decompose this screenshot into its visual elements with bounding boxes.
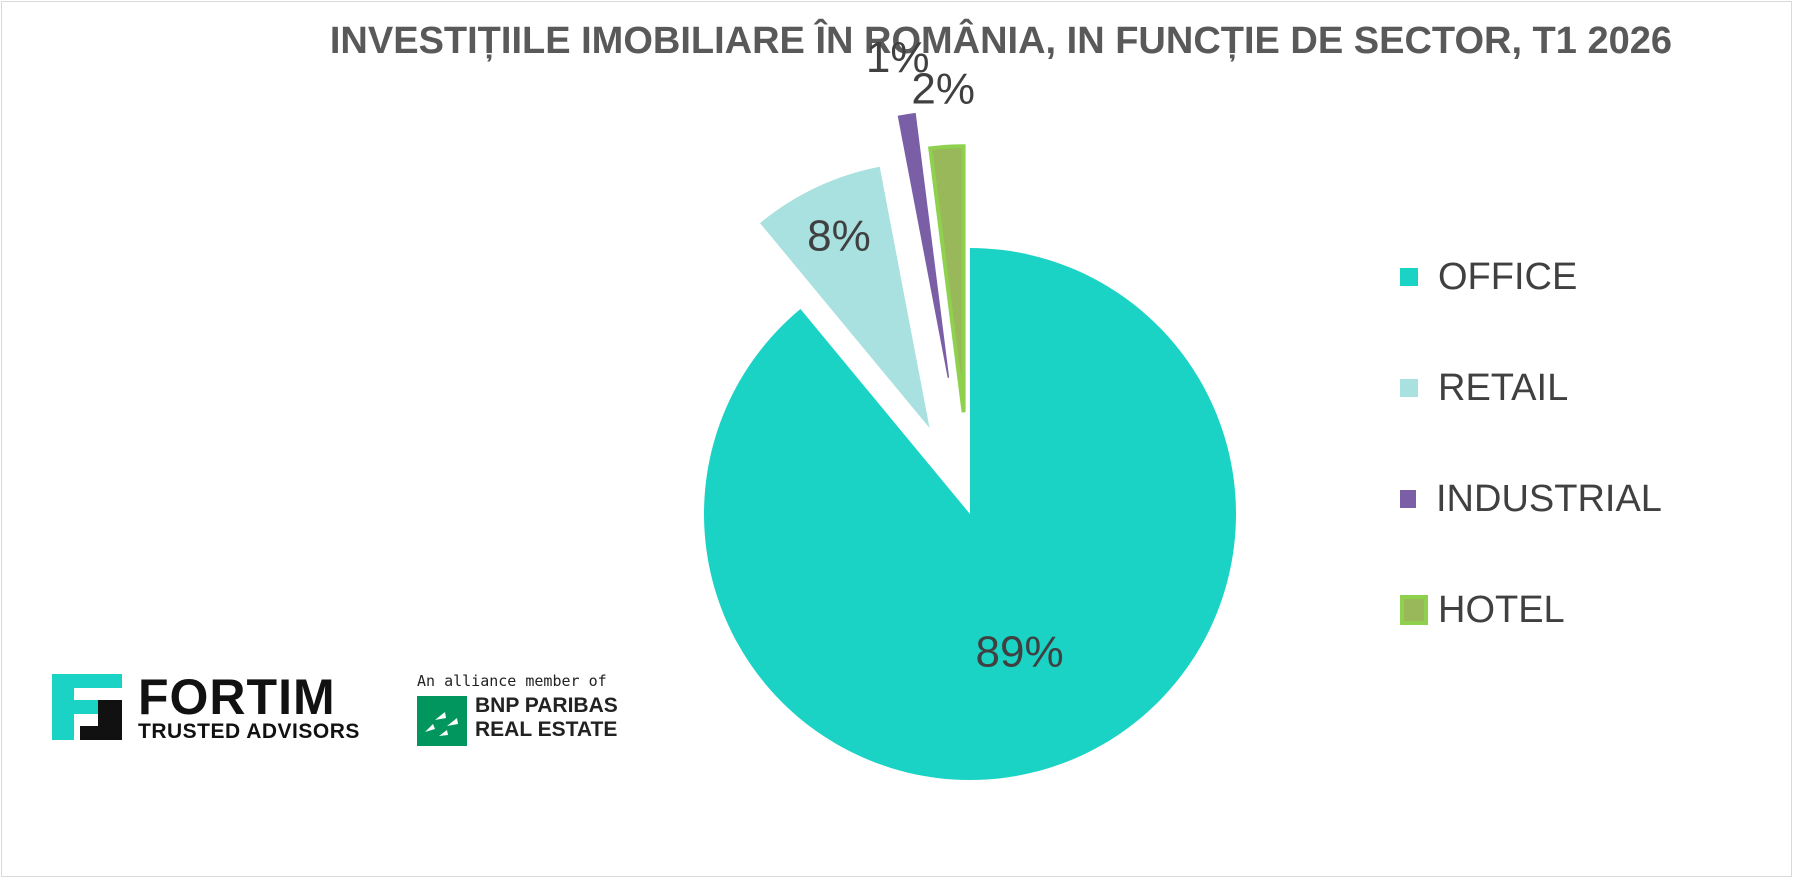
legend-swatch-office — [1400, 268, 1418, 286]
bnp-name-line2: REAL ESTATE — [475, 718, 618, 741]
legend-item-office: OFFICE — [1400, 252, 1577, 302]
pie-slice-industrial — [897, 112, 950, 378]
fortim-tagline: TRUSTED ADVISORS — [138, 720, 360, 743]
legend-label-retail: RETAIL — [1438, 366, 1569, 409]
legend-item-industrial: INDUSTRIAL — [1400, 474, 1662, 524]
data-label-industrial: 1% — [866, 33, 930, 82]
bnp-paribas-wordmark: BNP PARIBAS REAL ESTATE — [475, 694, 618, 742]
bnp-paribas-icon — [417, 696, 467, 746]
data-label-hotel: 2% — [911, 64, 975, 113]
legend-label-office: OFFICE — [1438, 255, 1578, 298]
fortim-logo-icon — [52, 674, 122, 740]
pie-slice-retail — [759, 166, 930, 429]
legend-item-retail: RETAIL — [1400, 363, 1568, 413]
bnp-paribas-logo: An alliance member of BNP PARIBAS REAL E… — [417, 672, 647, 752]
legend-swatch-hotel — [1400, 595, 1428, 625]
pie-slice-hotel — [928, 144, 966, 413]
legend-swatch-industrial — [1400, 490, 1416, 508]
fortim-logo: FORTIM TRUSTED ADVISORS — [52, 669, 382, 744]
legend-swatch-retail — [1400, 379, 1418, 397]
legend-label-hotel: HOTEL — [1438, 588, 1565, 631]
legend-item-hotel: HOTEL — [1400, 585, 1565, 635]
data-label-retail: 8% — [807, 211, 871, 260]
bnp-name-line1: BNP PARIBAS — [475, 694, 618, 717]
legend-label-industrial: INDUSTRIAL — [1436, 477, 1662, 520]
fortim-wordmark: FORTIM — [138, 669, 336, 725]
bnp-alliance-text: An alliance member of — [417, 672, 607, 690]
chart-title: INVESTIȚIILE IMOBILIARE ÎN ROMÂNIA, IN F… — [329, 20, 1672, 62]
pie-slice-office — [704, 248, 1237, 780]
data-label-office: 89% — [976, 628, 1064, 677]
